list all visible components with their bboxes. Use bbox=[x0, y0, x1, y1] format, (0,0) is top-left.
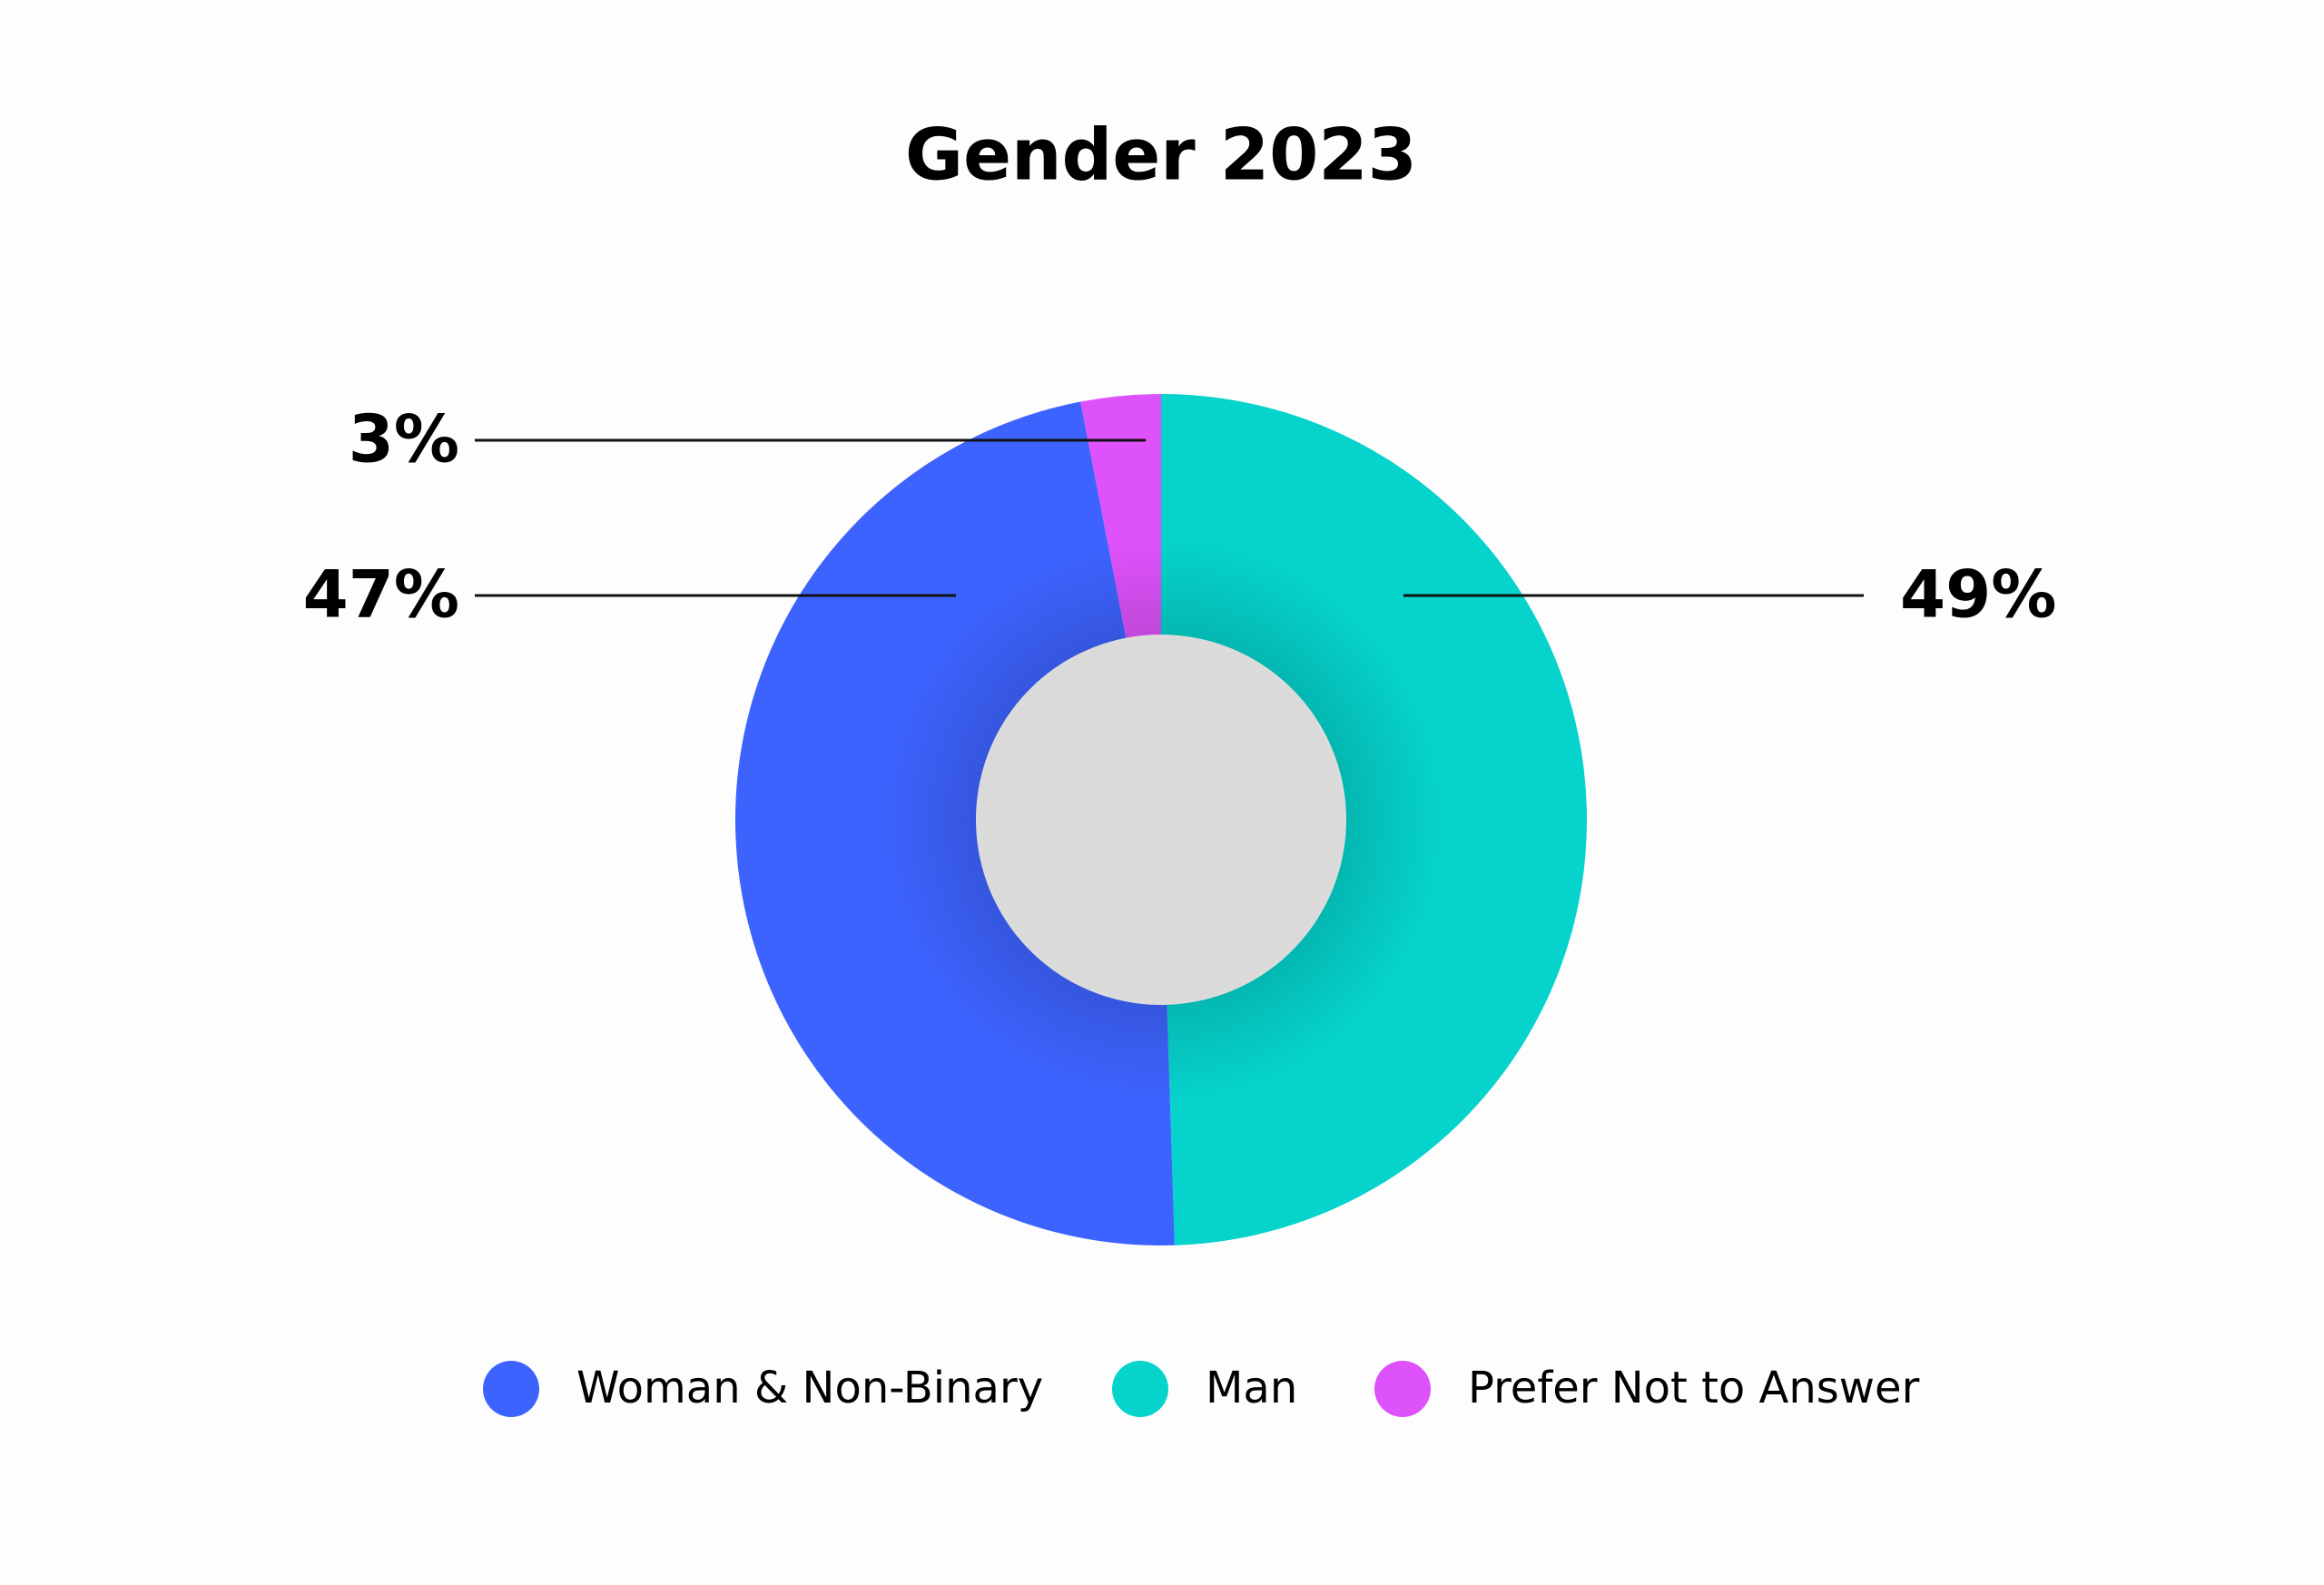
legend-swatch bbox=[1374, 1361, 1431, 1417]
legend-label: Prefer Not to Answer bbox=[1468, 1363, 1920, 1413]
value-label: 47% bbox=[303, 556, 459, 633]
value-label: 3% bbox=[349, 401, 459, 477]
value-label: 49% bbox=[1900, 556, 2056, 633]
legend-swatch bbox=[483, 1361, 539, 1417]
chart-title: Gender 2023 bbox=[905, 114, 1417, 196]
legend-swatch bbox=[1112, 1361, 1168, 1417]
legend-label: Woman & Non-Binary bbox=[576, 1363, 1043, 1413]
donut-slice bbox=[1161, 394, 1588, 1245]
legend-label: Man bbox=[1206, 1363, 1297, 1413]
